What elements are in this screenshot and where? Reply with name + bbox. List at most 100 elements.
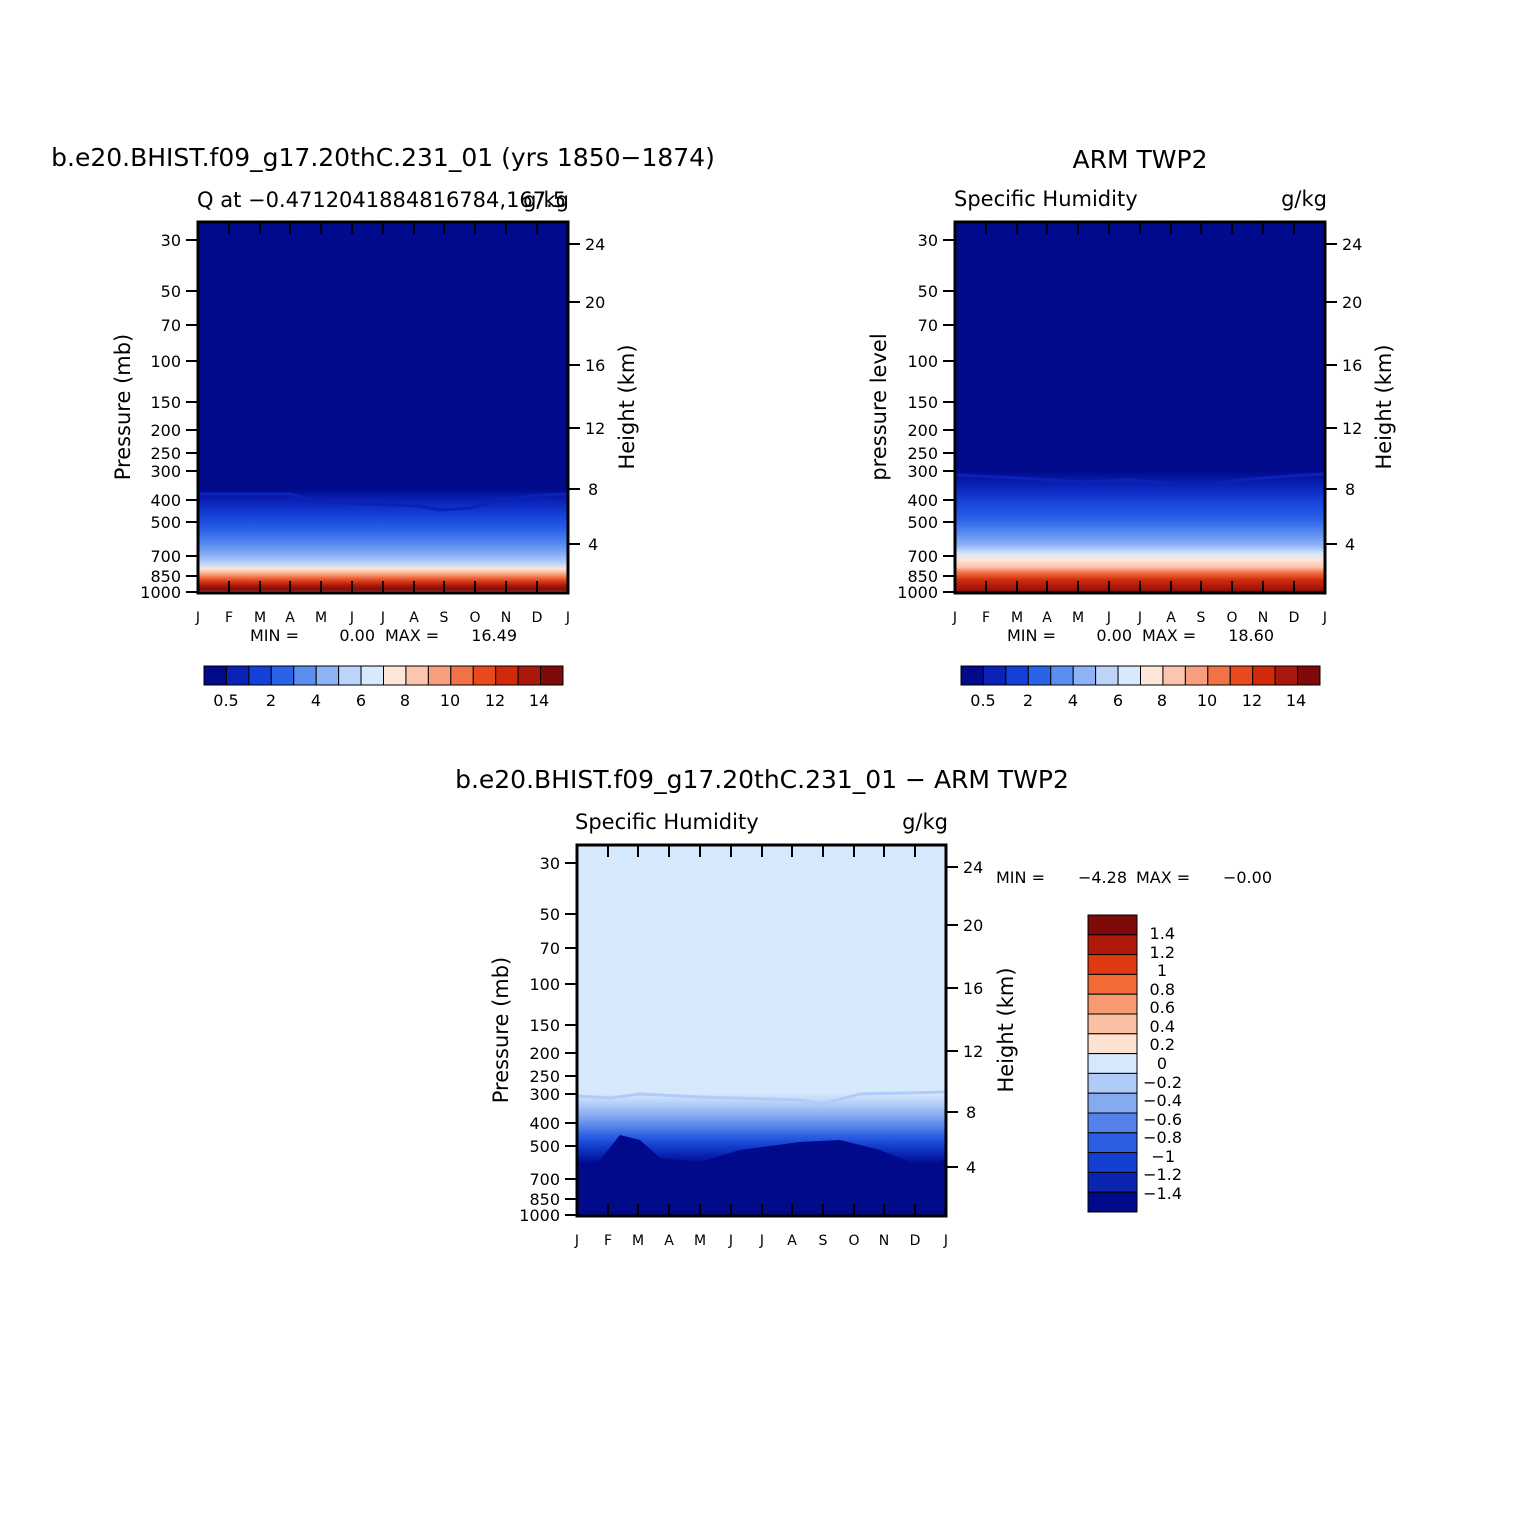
colorbar-label: −1: [1151, 1147, 1175, 1166]
colorbar-label: 1: [1157, 961, 1167, 980]
panel1-field: [198, 222, 568, 593]
colorbar-swatch: [405, 665, 429, 686]
panel2-ylabel-right: Height (km): [1372, 344, 1396, 469]
colorbar-swatch: [1087, 1072, 1138, 1094]
pressure-tick-label: 1000: [140, 583, 181, 602]
panel2-contour-boundary: [954, 472, 1326, 488]
month-ticks: [954, 222, 1326, 593]
month-tick-label: M: [694, 1233, 706, 1249]
panel3-title: b.e20.BHIST.f09_g17.20thC.231_01 − ARM T…: [455, 765, 1069, 794]
panel2-pressure-axis: 30 50 70 100 150 200 250 300 400 500 700…: [897, 231, 955, 602]
panel-model: b.e20.BHIST.f09_g17.20thC.231_01 (yrs 18…: [51, 143, 715, 710]
colorbar-label: 0.2: [1150, 1035, 1175, 1054]
colorbar-label: 2: [266, 691, 276, 710]
month-tick-label: M: [254, 610, 266, 626]
panel1-pressure-axis: 30 50 70 100 150 200 250 300 400 500 700…: [140, 231, 198, 602]
pressure-tick-label: 300: [529, 1085, 560, 1104]
colorbar-swatch: [1297, 665, 1321, 686]
month-tick-label: M: [1011, 610, 1023, 626]
colorbar-swatch: [383, 665, 407, 686]
panel1-subtitle-left: Q at −0.4712041884816784,167.5: [197, 188, 566, 212]
colorbar-swatch: [472, 665, 497, 686]
colorbar-swatch: [1087, 993, 1138, 1015]
colorbar-swatch: [1087, 1013, 1138, 1035]
panel1-height-axis: 24 20 16 12 8 4: [568, 235, 605, 554]
min-label: MIN =: [1007, 626, 1056, 645]
month-tick-label: O: [469, 610, 480, 626]
month-tick-label: J: [195, 610, 200, 626]
colorbar-swatch: [270, 665, 295, 686]
panel1-contour-boundary: [198, 492, 569, 512]
max-label: MAX =: [1136, 868, 1190, 887]
pressure-tick-label: 50: [161, 282, 181, 301]
height-tick-label: 20: [1342, 293, 1362, 312]
panel1-ylabel-left: Pressure (mb): [111, 334, 135, 481]
colorbar-swatch: [1087, 1092, 1138, 1114]
month-tick-label: J: [380, 610, 385, 626]
month-tick-label: J: [952, 610, 957, 626]
height-tick-label: 4: [1345, 535, 1355, 554]
colorbar-label: 0: [1157, 1054, 1167, 1073]
colorbar-swatch: [960, 665, 984, 686]
month-tick-label: O: [1226, 610, 1237, 626]
colorbar-label: 8: [400, 691, 410, 710]
month-tick-label: F: [604, 1233, 612, 1249]
colorbar-label: 0.5: [213, 691, 238, 710]
height-tick-label: 24: [585, 235, 605, 254]
panel3-colorbar-labels: 1.4 1.2 1 0.8 0.6 0.4 0.2 0 −0.2 −0.4 −0…: [1143, 924, 1182, 1203]
panel1-colorbar-labels: 0.5 2 4 6 8 10 12 14: [213, 691, 549, 710]
colorbar-swatch: [495, 665, 519, 686]
panel2-subtitle-left: Specific Humidity: [954, 187, 1138, 211]
month-tick-label: A: [409, 610, 419, 626]
colorbar-label: 12: [1242, 691, 1262, 710]
pressure-tick-label: 250: [150, 444, 181, 463]
pressure-tick-label: 100: [529, 975, 560, 994]
colorbar-label: −1.4: [1143, 1184, 1182, 1203]
pressure-tick-label: 100: [907, 352, 938, 371]
panel3-subtitle-left: Specific Humidity: [575, 810, 759, 834]
panel3-ylabel-right: Height (km): [994, 967, 1018, 1092]
pressure-tick-label: 200: [529, 1044, 560, 1063]
max-value: 18.60: [1228, 626, 1274, 645]
height-ticks: [946, 866, 958, 1168]
colorbar-label: 12: [485, 691, 505, 710]
month-tick-label: D: [1289, 610, 1300, 626]
colorbar-swatch: [1087, 934, 1138, 956]
panel3-units: g/kg: [902, 810, 948, 834]
colorbar-label: 10: [440, 691, 460, 710]
panel2-colorbar-labels: 0.5 2 4 6 8 10 12 14: [970, 691, 1306, 710]
colorbar-label: 0.8: [1150, 980, 1175, 999]
min-value: 0.00: [1096, 626, 1132, 645]
colorbar-swatch: [427, 665, 452, 686]
colorbar-swatch: [540, 665, 564, 686]
panel3-pressure-axis: 30 50 70 100 150 200 250 300 400 500 700…: [519, 854, 577, 1225]
colorbar-swatch: [338, 665, 362, 686]
min-label: MIN =: [996, 868, 1045, 887]
panel1-units: g/kg: [523, 188, 569, 212]
panel2-units: g/kg: [1281, 187, 1327, 211]
pressure-tick-label: 70: [540, 939, 560, 958]
pressure-tick-label: 700: [150, 547, 181, 566]
panel3-colorbar: [1087, 914, 1138, 1213]
month-tick-label: J: [574, 1233, 579, 1249]
colorbar-label: 14: [1286, 691, 1306, 710]
pressure-tick-label: 500: [529, 1137, 560, 1156]
colorbar-swatch: [1162, 665, 1186, 686]
colorbar-swatch: [1072, 665, 1097, 686]
colorbar-swatch: [1087, 1112, 1138, 1134]
pressure-tick-label: 200: [150, 421, 181, 440]
height-tick-label: 4: [966, 1158, 976, 1177]
pressure-tick-label: 250: [529, 1067, 560, 1086]
pressure-tick-label: 30: [540, 854, 560, 873]
height-tick-label: 16: [963, 979, 983, 998]
panel2-title: ARM TWP2: [1073, 145, 1208, 174]
pressure-tick-label: 400: [907, 491, 938, 510]
panel2-field: [955, 222, 1325, 593]
month-tick-label: N: [879, 1233, 889, 1249]
month-tick-label: J: [759, 1233, 764, 1249]
height-tick-label: 20: [963, 916, 983, 935]
min-label: MIN =: [250, 626, 299, 645]
pressure-tick-label: 500: [150, 513, 181, 532]
colorbar-swatch: [203, 665, 227, 686]
colorbar-swatch: [1050, 665, 1074, 686]
